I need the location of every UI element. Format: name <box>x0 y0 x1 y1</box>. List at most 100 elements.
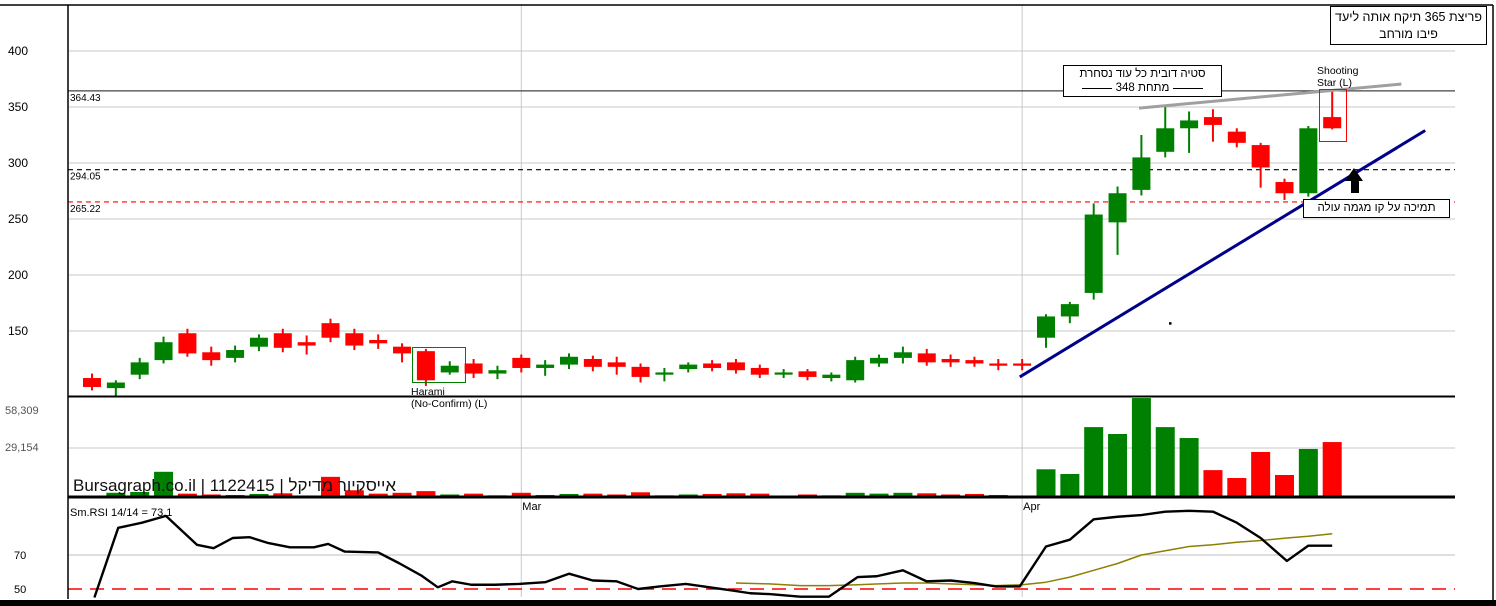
candlestick <box>1108 186 1127 255</box>
candlestick <box>106 380 125 398</box>
candlestick <box>631 363 650 383</box>
candlestick <box>798 369 817 381</box>
candlestick <box>1251 142 1270 188</box>
volume-bar <box>368 493 388 497</box>
support-trendline <box>1018 129 1426 379</box>
volume-bar <box>511 492 531 497</box>
candlestick <box>1275 178 1294 200</box>
volume-bar <box>1179 438 1199 497</box>
month-label: Mar <box>522 501 541 513</box>
target-annotation-line2: פיבו מורחב <box>1379 27 1438 41</box>
volume-bar <box>344 490 364 497</box>
trend-support-annotation-box: תמיכה על קו מגמה עולה <box>1303 199 1450 218</box>
volume-bar <box>130 491 150 497</box>
candlestick-series <box>83 90 1342 398</box>
candlestick <box>1132 135 1151 196</box>
trend-support-annotation-text: תמיכה על קו מגמה עולה <box>1317 202 1436 214</box>
price-tick-label: 300 <box>8 156 28 170</box>
candlestick <box>440 361 459 375</box>
price-tick-label: 400 <box>8 44 28 58</box>
candlestick <box>941 354 960 367</box>
candlestick <box>83 373 101 391</box>
candlestick <box>965 356 984 367</box>
candlestick <box>870 354 889 367</box>
candlestick <box>416 348 435 386</box>
candlestick <box>297 335 316 355</box>
shooting-star-label-line1: Shooting <box>1317 65 1359 77</box>
volume-bar <box>1060 473 1080 497</box>
price-level-label: 364.43 <box>70 93 101 104</box>
volume-tick-label: 58,309 <box>5 405 39 417</box>
candlestick <box>655 367 674 382</box>
candlestick <box>822 372 841 382</box>
divergence-annotation-line1: סטיה דובית כל עוד נסחרת <box>1079 68 1206 80</box>
price-level-label: 294.05 <box>70 172 101 183</box>
price-tick-label: 250 <box>8 212 28 226</box>
candlestick <box>679 362 698 373</box>
candlestick <box>202 346 221 366</box>
candlestick <box>488 365 507 380</box>
candlestick <box>703 360 722 372</box>
shooting-star-label-line2: Star (L) <box>1317 76 1353 89</box>
candlestick <box>1299 126 1318 197</box>
rsi-ma-line <box>735 533 1333 587</box>
up-arrow-icon-stem <box>1351 180 1359 193</box>
volume-bar <box>106 492 126 497</box>
dot-marker <box>1169 322 1172 325</box>
candlestick <box>1227 128 1246 148</box>
candlestick <box>917 348 936 366</box>
candlestick <box>1203 109 1222 142</box>
up-arrow-icon <box>1345 168 1363 181</box>
volume-bar <box>917 493 937 497</box>
candlestick <box>1180 111 1199 153</box>
volume-bar <box>1036 469 1056 497</box>
volume-bar <box>1203 470 1223 497</box>
volume-bar <box>750 493 770 497</box>
volume-bar <box>1298 448 1318 497</box>
volume-bar <box>1275 474 1294 497</box>
volume-bar <box>1227 478 1247 497</box>
candlestick <box>178 328 197 357</box>
volume-bar <box>1322 442 1342 497</box>
volume-tick-label: 29,154 <box>5 442 39 454</box>
harami-label: Harami (No-Confirm) (L) <box>411 386 488 410</box>
candlestick <box>774 369 793 379</box>
candlestick <box>583 355 602 372</box>
candlestick <box>512 354 531 373</box>
candlestick <box>369 334 388 349</box>
volume-bar <box>416 491 436 497</box>
candlestick <box>607 356 626 375</box>
candlestick <box>1323 90 1342 130</box>
volume-bar <box>726 493 746 497</box>
candlestick <box>393 343 412 363</box>
volume-bar <box>583 493 603 497</box>
candlestick <box>130 357 149 380</box>
candlestick <box>1060 301 1079 324</box>
volume-bar <box>702 493 722 497</box>
rsi-indicator-label: Sm.RSI 14/14 = 73.1 <box>70 507 173 519</box>
candlestick <box>536 360 555 376</box>
volume-bar <box>631 492 651 497</box>
candlestick <box>893 346 912 364</box>
volume-bar <box>1155 427 1175 497</box>
volume-bar <box>177 493 197 497</box>
candlestick <box>321 318 340 343</box>
resistance-trendline <box>1138 82 1402 110</box>
volume-bar <box>249 493 269 497</box>
volume-bar <box>869 493 889 497</box>
target-annotation-line1: פריצת 365 תיקח אותה ליעד <box>1335 10 1482 24</box>
candlestick <box>1156 107 1175 158</box>
volume-bar <box>392 492 412 497</box>
target-annotation-box: פריצת 365 תיקח אותה ליעד פיבו מורחב <box>1330 6 1487 45</box>
volume-bar <box>1251 451 1271 497</box>
divergence-annotation-line2: מתחת 348 <box>1064 81 1221 95</box>
volume-bar <box>845 492 865 497</box>
harami-label-line2: (No-Confirm) (L) <box>411 397 488 410</box>
volume-bar <box>273 493 293 497</box>
volume-bar <box>1084 427 1104 497</box>
candlestick <box>1037 314 1055 348</box>
price-level-label: 265.22 <box>70 204 101 215</box>
harami-label-line1: Harami <box>411 386 445 398</box>
volume-bar <box>464 493 484 497</box>
